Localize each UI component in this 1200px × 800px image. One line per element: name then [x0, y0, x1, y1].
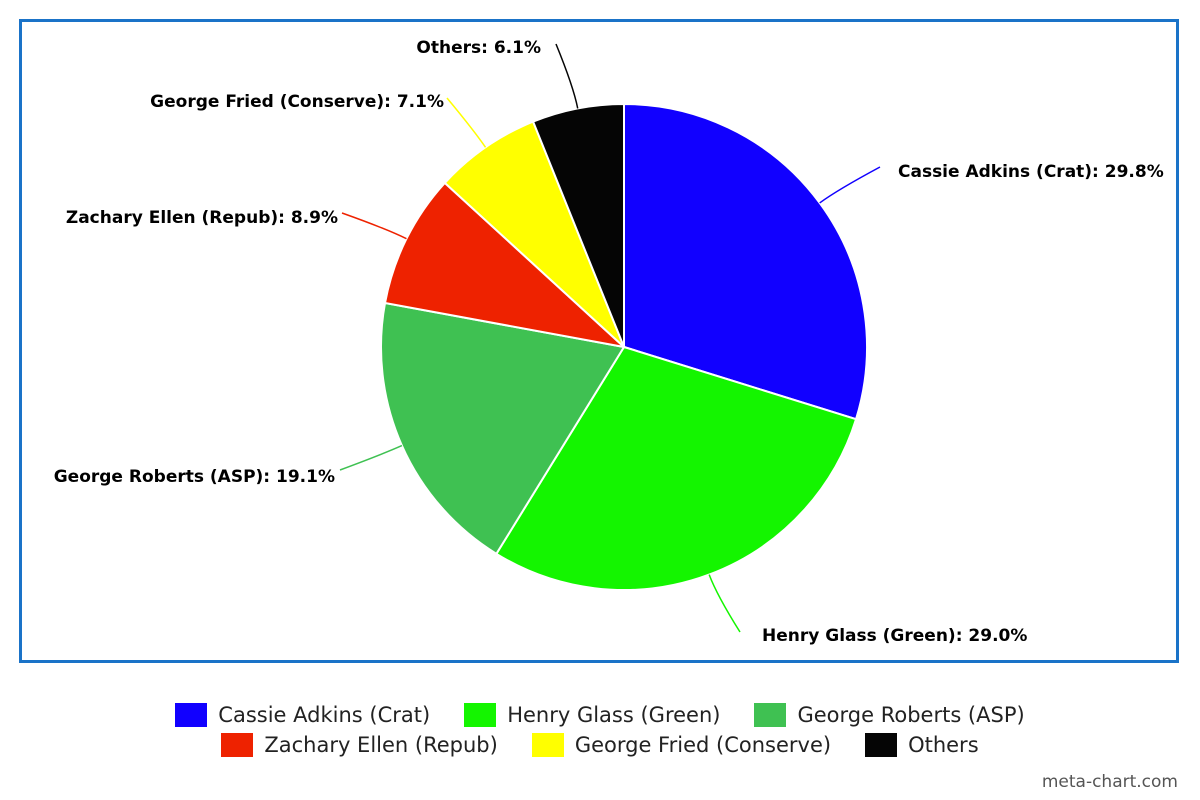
legend-item[interactable]: Others [865, 733, 979, 757]
pie-slice-5[interactable] [531, 102, 625, 348]
leader-line-1 [708, 574, 741, 633]
slice-label-5: Others: 6.1% [416, 38, 541, 58]
slice-label-0: Cassie Adkins (Crat): 29.8% [898, 162, 1164, 182]
legend-label: Henry Glass (Green) [507, 703, 721, 727]
legend-item[interactable]: George Roberts (ASP) [754, 703, 1025, 727]
leader-line-0 [819, 166, 881, 204]
legend-swatch [754, 703, 787, 727]
leader-line-4 [446, 97, 487, 148]
leader-line-5 [555, 43, 579, 109]
legend-label: George Roberts (ASP) [797, 703, 1025, 727]
legend-swatch [175, 703, 208, 727]
legend-swatch [865, 733, 898, 757]
legend-label: Cassie Adkins (Crat) [218, 703, 431, 727]
legend-row: Zachary Ellen (Repub) George Fried (Conse… [0, 730, 1200, 760]
legend-label: George Fried (Conserve) [574, 733, 832, 757]
legend-swatch [531, 733, 564, 757]
slice-label-1: Henry Glass (Green): 29.0% [762, 626, 1027, 646]
leader-line-2 [339, 444, 403, 471]
legend-label: Others [908, 733, 979, 757]
slice-label-3: Zachary Ellen (Repub): 8.9% [66, 208, 338, 228]
legend-item[interactable]: George Fried (Conserve) [531, 733, 832, 757]
legend-row: Cassie Adkins (Crat) Henry Glass (Green) G… [0, 700, 1200, 730]
pie-slice-1[interactable] [495, 345, 858, 591]
pie-slice-0[interactable] [623, 102, 868, 421]
watermark: meta-chart.com [1041, 772, 1178, 792]
slice-label-2: George Roberts (ASP): 19.1% [54, 467, 335, 487]
leader-line-3 [341, 212, 407, 240]
legend-item[interactable]: Henry Glass (Green) [464, 703, 720, 727]
legend-swatch [221, 733, 254, 757]
legend-swatch [464, 703, 497, 727]
legend-item[interactable]: Zachary Ellen (Repub) [221, 733, 498, 757]
slice-label-4: George Fried (Conserve): 7.1% [150, 92, 444, 112]
legend-item[interactable]: Cassie Adkins (Crat) [175, 703, 430, 727]
pie-slice-4[interactable] [443, 120, 625, 348]
legend: Cassie Adkins (Crat) Henry Glass (Green) G… [0, 700, 1200, 760]
pie-slice-2[interactable] [380, 301, 626, 556]
pie-slice-3[interactable] [383, 181, 628, 349]
legend-label: Zachary Ellen (Repub) [264, 733, 498, 757]
